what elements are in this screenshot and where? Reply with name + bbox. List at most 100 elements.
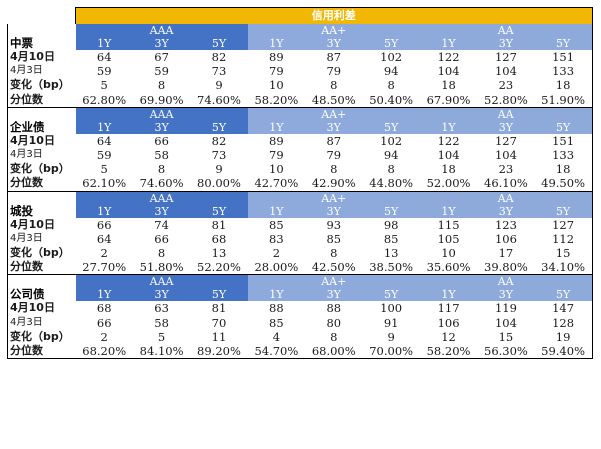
- row-label-percentile: 分位数: [7, 260, 76, 276]
- value-cell: 18: [441, 78, 456, 93]
- value-cell: 48.50%: [305, 92, 363, 108]
- value-cell: 8: [330, 329, 338, 344]
- value-cell: 88: [269, 301, 284, 316]
- data-row-change: 变化（bp） 2 8 13 2 8 13 10 17 15: [7, 245, 593, 261]
- value-cell: 52.20%: [190, 260, 248, 276]
- value-cell: 9: [215, 78, 223, 93]
- row-label-previous: 4月3日: [7, 231, 76, 246]
- group-header-aa: AA: [419, 274, 593, 289]
- data-row-percentile: 分位数 27.70% 51.80% 52.20% 28.00% 42.50% 38.50% 3…: [7, 260, 593, 276]
- value-cell: 84.10%: [132, 343, 191, 359]
- value-cell: 8: [330, 245, 338, 260]
- tenor-header-aa-plus-1y: 1Y: [247, 120, 306, 134]
- value-cell: 100: [380, 301, 403, 316]
- tenor-header-aa-plus-3y: 3Y: [305, 120, 363, 134]
- value-cell: 8: [330, 78, 338, 93]
- value-cell: 58.20%: [247, 92, 306, 108]
- value-cell: 87: [326, 50, 342, 65]
- value-cell: 59: [96, 64, 112, 79]
- value-cell: 73: [211, 64, 227, 79]
- group-header-aa-plus: AA+: [247, 191, 420, 205]
- value-cell: 82: [211, 133, 227, 148]
- tenor-header-aaa-3y: 3Y: [132, 37, 191, 50]
- value-cell: 94: [383, 64, 399, 79]
- value-cell: 68.00%: [305, 343, 363, 359]
- value-cell: 98: [383, 217, 399, 232]
- value-cell: 11: [211, 329, 227, 344]
- group-header-aa-plus: AA+: [247, 24, 420, 37]
- value-cell: 62.10%: [75, 176, 133, 192]
- value-cell: 58: [154, 315, 169, 330]
- row-label-current: 4月10日: [7, 301, 76, 316]
- value-cell: 58.20%: [419, 343, 478, 359]
- tenor-header-aa-plus-5y: 5Y: [362, 37, 420, 50]
- value-cell: 18: [441, 162, 456, 177]
- tenor-header-aa-plus-3y: 3Y: [305, 37, 363, 50]
- row-label-change: 变化（bp）: [7, 245, 76, 261]
- value-cell: 127: [494, 133, 517, 148]
- value-cell: 91: [383, 315, 399, 330]
- group-header-aa: AA: [419, 191, 593, 205]
- value-cell: 13: [211, 245, 227, 260]
- value-cell: 68: [96, 301, 112, 316]
- tenor-header-aa-plus-5y: 5Y: [362, 204, 420, 218]
- tenor-header-aaa-1y: 1Y: [75, 288, 133, 302]
- data-row-current: 4月10日 68 63 81 88 88 100 117 119 147: [7, 301, 593, 316]
- tenor-header-aa-1y: 1Y: [419, 204, 478, 218]
- value-cell: 64: [96, 50, 112, 65]
- value-cell: 62.80%: [75, 92, 133, 108]
- credit-spread-table-wrapper: 信用利差 中票 AAA AA+ AA 1Y 3Y 5Y 1Y 3Y 5Y 1Y 3Y 5Y 4月10日 64…: [7, 7, 593, 359]
- value-cell: 70: [211, 315, 227, 330]
- value-cell: 127: [534, 217, 593, 232]
- value-cell: 19: [534, 329, 593, 344]
- value-cell: 44.80%: [362, 176, 420, 192]
- row-label-percentile: 分位数: [7, 176, 76, 192]
- value-cell: 15: [534, 245, 593, 261]
- value-cell: 66: [154, 133, 169, 148]
- data-row-current: 4月10日 64 67 82 89 87 102 122 127 151: [7, 50, 593, 65]
- value-cell: 106: [437, 315, 460, 330]
- section-name: 公司债: [7, 274, 76, 302]
- value-cell: 122: [437, 133, 460, 148]
- table-title: 信用利差: [75, 7, 593, 24]
- data-row-previous: 4月3日 66 58 70 85 80 91 106 104 128: [7, 315, 593, 330]
- value-cell: 74: [154, 217, 169, 232]
- section-group-header-row: 企业债 AAA AA+ AA: [7, 107, 593, 134]
- data-row-previous: 4月3日 64 66 68 83 85 85 105 106 112: [7, 231, 593, 246]
- value-cell: 2: [100, 329, 108, 344]
- value-cell: 59: [154, 64, 169, 79]
- value-cell: 89: [269, 50, 284, 65]
- value-cell: 58: [154, 148, 169, 163]
- value-cell: 9: [215, 162, 223, 177]
- value-cell: 85: [326, 231, 342, 246]
- tenor-header-aa-1y: 1Y: [419, 37, 478, 50]
- value-cell: 128: [534, 315, 593, 330]
- value-cell: 68.20%: [75, 343, 133, 359]
- value-cell: 66: [96, 217, 112, 232]
- tenor-header-aa-plus-3y: 3Y: [305, 288, 363, 302]
- value-cell: 88: [326, 301, 342, 316]
- credit-spread-table: 信用利差 中票 AAA AA+ AA 1Y 3Y 5Y 1Y 3Y 5Y 1Y 3Y 5Y 4月10日 64…: [7, 7, 593, 359]
- title-blank-cell: [7, 7, 76, 24]
- value-cell: 8: [330, 162, 338, 177]
- group-header-aaa: AAA: [75, 274, 248, 289]
- group-header-aaa: AAA: [75, 24, 248, 37]
- value-cell: 83: [269, 231, 284, 246]
- value-cell: 102: [380, 133, 403, 148]
- tenor-header-aaa-5y: 5Y: [190, 37, 248, 50]
- value-cell: 23: [498, 78, 514, 93]
- value-cell: 68: [211, 231, 227, 246]
- section-group-header-row: 公司债 AAA AA+ AA: [7, 274, 593, 302]
- value-cell: 89.20%: [190, 343, 248, 359]
- value-cell: 18: [534, 162, 593, 177]
- row-label-previous: 4月3日: [7, 64, 76, 79]
- value-cell: 106: [494, 231, 517, 246]
- row-label-current: 4月10日: [7, 50, 76, 65]
- value-cell: 2: [272, 245, 281, 260]
- tenor-header-row: 1Y 3Y 5Y 1Y 3Y 5Y 1Y 3Y 5Y: [8, 120, 593, 134]
- tenor-header-row: 1Y 3Y 5Y 1Y 3Y 5Y 1Y 3Y 5Y: [8, 204, 593, 218]
- tenor-header-aaa-5y: 5Y: [190, 288, 248, 302]
- value-cell: 63: [154, 301, 169, 316]
- value-cell: 81: [211, 217, 227, 232]
- value-cell: 50.40%: [362, 92, 420, 108]
